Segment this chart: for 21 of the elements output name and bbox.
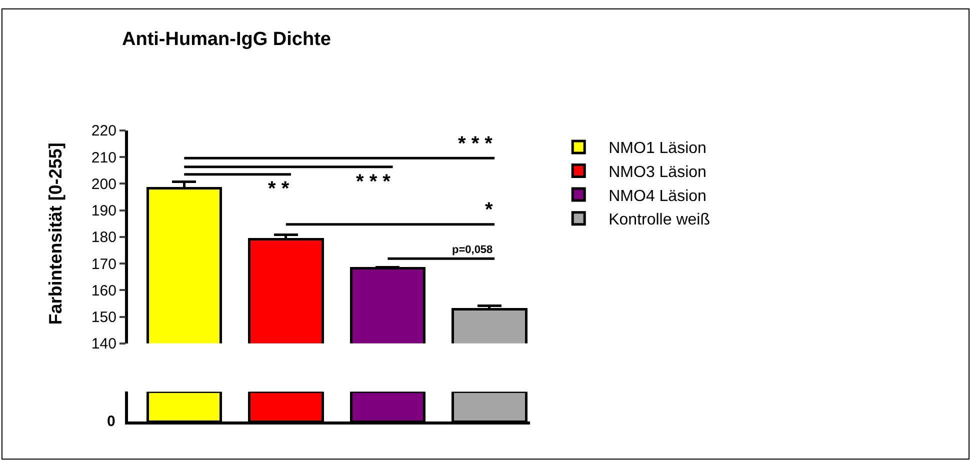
y-tick-label: 190 <box>91 202 116 220</box>
y-tick-label: 170 <box>91 256 116 273</box>
annotation: p=0,058 <box>452 244 493 256</box>
annotation: * * * <box>356 171 391 193</box>
y-tick-label: 160 <box>91 282 116 300</box>
annotation: * <box>485 199 493 221</box>
chart-title: Anti-Human-IgG Dichte <box>122 29 331 50</box>
y-axis-title: Farbintensität [0-255] <box>46 142 66 325</box>
y-tick-label: 200 <box>91 176 116 193</box>
annotation: * * <box>268 178 290 200</box>
y-tick-label: 220 <box>91 122 116 140</box>
annotation: * * * <box>458 133 493 155</box>
legend-label: NMO3 Läsion <box>608 164 706 181</box>
legend-label: NMO1 Läsion <box>608 140 706 158</box>
legend-label: Kontrolle weiß <box>608 212 710 229</box>
y-tick-label: 210 <box>91 149 116 166</box>
y-tick-label: 140 <box>91 336 116 353</box>
y-tick-label: 180 <box>91 229 116 246</box>
y-tick-label: 150 <box>91 309 116 326</box>
legend-label: NMO4 Läsion <box>608 188 706 205</box>
text: 0 <box>107 413 116 430</box>
